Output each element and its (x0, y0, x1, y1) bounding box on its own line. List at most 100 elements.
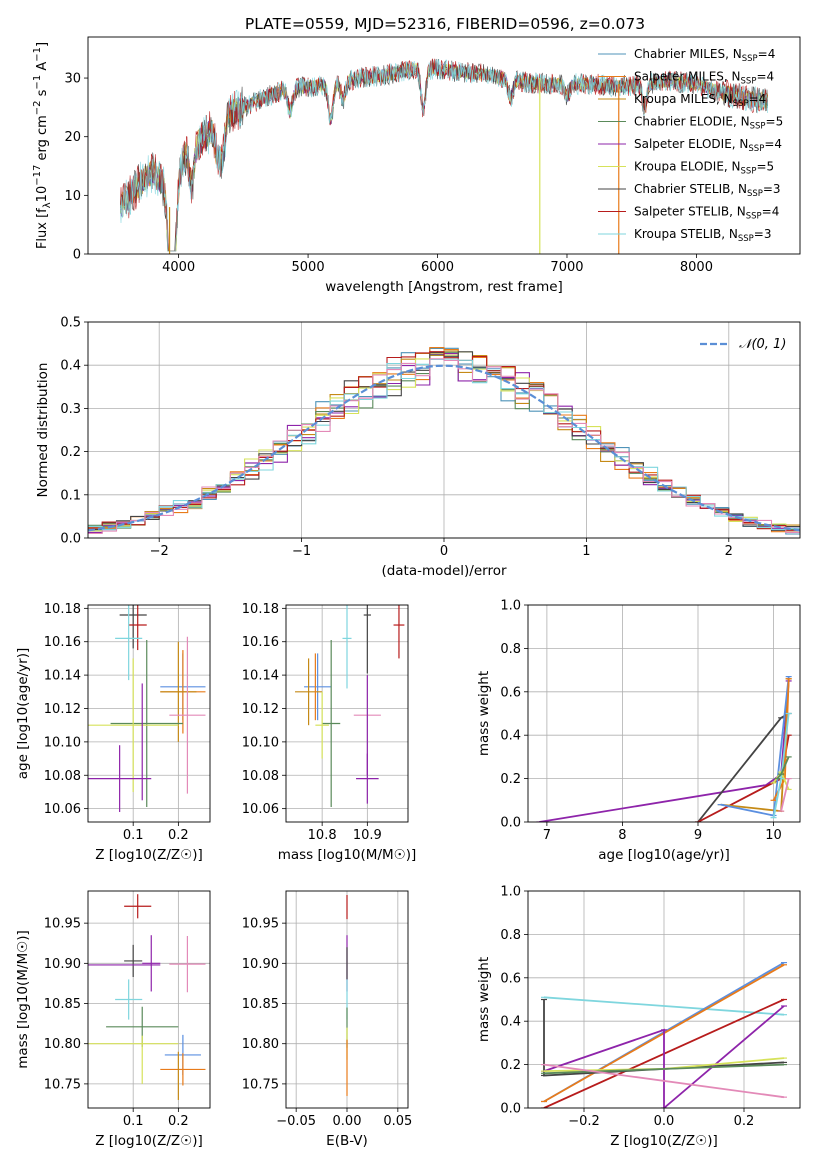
legend-text: Chabrier STELIB, N (634, 182, 747, 196)
mass_vs_Z-y-label: mass [log10(M/M☉)] (15, 930, 31, 1069)
y-tick-label: 10.12 (44, 702, 81, 717)
massweight_vs_age-lines (536, 676, 792, 822)
age_vs_Z-y-label: age [log10(age/yr)] (15, 648, 31, 780)
legend-n: =4 (756, 70, 774, 84)
x-tick-label: 1 (582, 544, 590, 559)
legend-entry: Chabrier ELODIE, NSSP=5 (634, 115, 783, 132)
y-label-part: erg cm (35, 115, 50, 164)
y-tick-label: 10.16 (44, 635, 81, 650)
y-label-part: ] (35, 42, 50, 47)
age_vs_mass-points (295, 605, 405, 807)
spectrum-line (120, 58, 768, 252)
residuals-frame (87, 321, 801, 539)
weight-line (543, 1063, 785, 1099)
y-tick-label: 0.2 (60, 445, 81, 460)
legend-entry: Salpeter MILES, NSSP=4 (634, 70, 774, 87)
y-tick-label: 10.14 (44, 669, 81, 684)
legend-n: =4 (758, 47, 776, 61)
y-tick-label: 10.10 (242, 735, 279, 750)
age_vs_Z-axes: 0.1 0.2 10.06 10.08 10.10 10.12 10.14 10.16 10.1… (44, 602, 210, 843)
weight-line (780, 778, 790, 812)
y-tick-label: 0.6 (500, 685, 521, 700)
massweight_vs_Z-axes: −0.2 0.0 0.2 0.0 0.2 0.4 0.6 0.8 1.0 (500, 885, 800, 1129)
legend-text: Kroupa ELODIE, N (634, 160, 741, 174)
legend-text: Chabrier MILES, N (634, 47, 742, 61)
legend-text: Kroupa MILES, N (634, 92, 733, 106)
y-tick-label: 10.75 (44, 1077, 81, 1092)
spectrum-axes: 4000 5000 6000 7000 8000 0 10 20 30 (64, 72, 713, 275)
histogram-lines (88, 347, 800, 535)
y-tick-label: 10.06 (242, 802, 279, 817)
legend-sub: SSP (741, 167, 757, 177)
mass_vs_Z-frame (87, 890, 211, 1109)
y-tick-label: 0.4 (500, 729, 521, 744)
legend-sub: SSP (746, 212, 762, 222)
mass_vs_ebv-axes: −0.05 0.00 0.05 10.75 10.80 10.85 10.90 10.95 (242, 891, 412, 1129)
y-tick-label: 1.0 (500, 599, 521, 614)
x-tick-label: 0.2 (168, 828, 189, 843)
y-label-part: 10 (35, 186, 50, 203)
legend-sub: SSP (750, 122, 766, 132)
legend-entry: Salpeter ELODIE, NSSP=4 (634, 137, 782, 154)
massweight_vs_age-axes: 7 8 9 10 0.0 0.2 0.4 0.6 0.8 1.0 (500, 599, 800, 843)
y-tick-label: 0.3 (60, 402, 81, 417)
mass_vs_Z-points (88, 894, 206, 1100)
legend-sub: SSP (748, 144, 764, 154)
spectrum-frame (87, 36, 801, 255)
legend-sub: SSP (741, 77, 757, 87)
mass_vs_Z-axes: 0.1 0.2 10.75 10.80 10.85 10.90 10.95 (44, 891, 210, 1129)
y-label-part: s (35, 89, 50, 100)
x-tick-label: 5000 (292, 260, 325, 275)
y-tick-label: 10.85 (44, 997, 81, 1012)
y-tick-label: 10.08 (44, 769, 81, 784)
mass_vs_ebv-frame (285, 890, 409, 1109)
x-tick-label: 7000 (550, 260, 583, 275)
y-tick-label: 0.1 (60, 488, 81, 503)
x-tick-label: −0.2 (568, 1114, 600, 1129)
age_vs_Z-points (88, 605, 206, 812)
mass_vs_ebv-x-label: E(B-V) (326, 1133, 368, 1149)
x-tick-label: 8000 (680, 260, 713, 275)
y-tick-label: 30 (64, 72, 81, 87)
x-tick-label: −1 (292, 544, 311, 559)
y-tick-label: 0.2 (500, 1058, 521, 1073)
y-tick-label: 10.16 (242, 635, 279, 650)
legend-entry: Salpeter STELIB, NSSP=4 (634, 205, 779, 222)
y-tick-label: 0.5 (60, 316, 81, 331)
x-tick-label: 9 (694, 828, 702, 843)
legend-entry: Chabrier MILES, NSSP=4 (634, 47, 775, 64)
y-tick-label: 10.18 (44, 602, 81, 617)
y-tick-label: 0.0 (500, 816, 521, 831)
massweight_vs_Z-lines (541, 961, 787, 1108)
y-label-part: −1 (32, 75, 43, 90)
y-tick-label: 0.4 (60, 359, 81, 374)
x-tick-label: 0.05 (383, 1114, 412, 1129)
y-tick-label: 20 (64, 130, 81, 145)
y-tick-label: 10 (64, 189, 81, 204)
histogram-step (88, 358, 800, 535)
y-label-part: Flux [f (35, 208, 50, 249)
spectrum-line (120, 59, 768, 252)
mass_vs_Z-x-label: Z [log10(Z/Z☉)] (95, 1133, 203, 1149)
y-tick-label: 10.85 (242, 997, 279, 1012)
y-tick-label: 0.8 (500, 928, 521, 943)
spectrum-y-label: Flux [fλ10−17 erg cm−2 s−1 A−1] (32, 42, 53, 249)
y-tick-label: 10.95 (44, 917, 81, 932)
y-tick-label: 0.0 (60, 532, 81, 547)
y-tick-label: 10.90 (44, 957, 81, 972)
massweight_vs_age-x-label: age [log10(age/yr)] (598, 847, 730, 863)
legend-sub: SSP (733, 99, 749, 109)
massweight_vs_Z-x-label: Z [log10(Z/Z☉)] (610, 1133, 718, 1149)
legend-n: =4 (764, 137, 782, 151)
x-tick-label: 10 (765, 828, 782, 843)
weight-line (543, 1063, 785, 1075)
spectrum-lines (120, 58, 768, 254)
x-tick-label: 0.2 (734, 1114, 755, 1129)
massweight_vs_age-y-label: mass weight (476, 671, 492, 756)
y-tick-label: 1.0 (500, 885, 521, 900)
massweight_vs_age-frame (527, 604, 801, 823)
y-tick-label: 10.10 (44, 735, 81, 750)
y-tick-label: 0.4 (500, 1015, 521, 1030)
x-tick-label: 0.2 (168, 1114, 189, 1129)
